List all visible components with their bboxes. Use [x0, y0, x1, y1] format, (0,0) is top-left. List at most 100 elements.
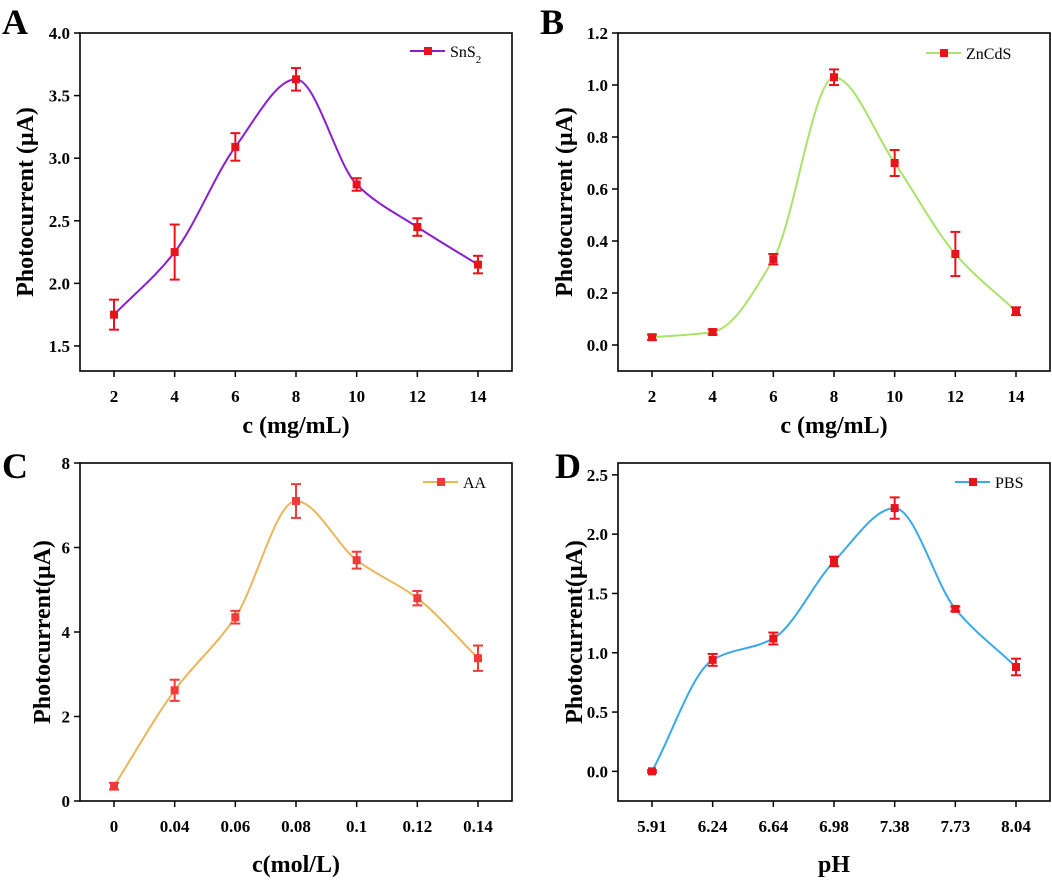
data-point-d-5 [950, 604, 961, 613]
x-tick-label-d-3: 6.98 [819, 817, 849, 836]
marker-d-6 [1012, 662, 1020, 671]
legend-label-a: SnS2 [450, 44, 481, 66]
marker-a-3 [292, 75, 300, 84]
x-tick-label-a-0: 2 [110, 387, 119, 406]
data-point-b-0 [647, 333, 657, 342]
y-tick-label-d-5: 2.5 [587, 466, 608, 485]
y-tick-label-b-4: 0.8 [587, 128, 608, 147]
x-tick-label-b-0: 2 [648, 387, 657, 406]
y-tick-label-c-4: 8 [62, 454, 71, 473]
panel-letter-a: A [2, 2, 28, 42]
marker-a-2 [231, 142, 240, 151]
x-tick-label-a-3: 8 [292, 387, 301, 406]
x-tick-label-a-5: 12 [409, 387, 426, 406]
legend-label-b: ZnCdS [966, 46, 1011, 63]
y-tick-label-a-3: 3.0 [49, 149, 70, 168]
x-tick-label-c-2: 0.06 [220, 817, 250, 836]
marker-d-1 [708, 655, 717, 664]
x-tick-label-c-4: 0.1 [346, 817, 367, 836]
x-axis-title-b: c (mg/mL) [780, 413, 887, 439]
data-point-c-0 [109, 781, 119, 791]
x-tick-label-b-1: 4 [708, 387, 717, 406]
marker-c-0 [110, 782, 118, 791]
legend-d: PBS [955, 475, 1023, 492]
legend-label-c: AA [463, 475, 487, 492]
x-tick-label-c-3: 0.08 [281, 817, 311, 836]
y-tick-label-d-3: 1.5 [587, 584, 608, 603]
y-axis-title-a: Photocurrent (μA) [13, 107, 39, 297]
data-point-d-1 [707, 652, 718, 667]
x-tick-label-c-5: 0.12 [402, 817, 432, 836]
y-tick-label-b-0: 0.0 [587, 336, 608, 355]
x-tick-label-c-0: 0 [110, 817, 119, 836]
y-tick-label-d-1: 0.5 [587, 703, 608, 722]
marker-b-6 [1012, 307, 1020, 316]
marker-a-0 [110, 310, 118, 319]
y-axis-title-c: Photocurrent(μA) [30, 540, 56, 724]
y-tick-label-c-2: 4 [62, 623, 71, 642]
data-point-c-1 [169, 678, 180, 702]
marker-d-5 [951, 604, 960, 613]
legend-a: SnS2 [410, 44, 481, 66]
series-curve-c [113, 499, 479, 787]
legend-marker-a [424, 47, 432, 55]
y-tick-label-c-0: 0 [62, 792, 71, 811]
y-axis-title-b: Photocurrent (μA) [552, 107, 578, 297]
y-tick-label-b-6: 1.2 [587, 24, 608, 43]
legend-marker-b [940, 49, 948, 57]
marker-a-5 [413, 223, 422, 232]
x-tick-label-b-4: 10 [886, 387, 903, 406]
marker-a-1 [170, 248, 179, 257]
x-tick-label-d-2: 6.64 [758, 817, 788, 836]
data-point-b-1 [707, 328, 718, 336]
x-tick-label-d-0: 5.91 [637, 817, 667, 836]
data-points-c [109, 483, 483, 791]
y-axis-title-d: Photocurrent(μA) [562, 540, 588, 724]
panel-d: D 0.0 0.5 1.0 1.5 2.0 2.5 5.91 6.24 6.64 6.98 7.38… [555, 446, 1051, 878]
y-tick-label-b-3: 0.6 [587, 180, 608, 199]
marker-b-5 [951, 250, 960, 258]
y-tick-label-d-0: 0.0 [587, 762, 608, 781]
series-line-b [651, 76, 1017, 339]
data-point-d-4 [889, 496, 900, 520]
x-tick-label-d-4: 7.38 [880, 817, 910, 836]
marker-d-3 [830, 557, 838, 566]
data-point-c-2 [230, 609, 241, 625]
marker-c-1 [170, 686, 179, 695]
data-point-a-2 [230, 132, 241, 162]
data-point-a-4 [351, 177, 362, 192]
y-tick-label-a-0: 1.5 [49, 337, 70, 356]
x-tick-label-b-2: 6 [769, 387, 778, 406]
panel-b: B 0.00.20.40.60.81.01.22 4 6 8 10 12 14 ZnCdS … [540, 2, 1051, 439]
data-point-a-3 [291, 67, 301, 92]
x-tick-label-a-6: 14 [470, 387, 488, 406]
marker-d-0 [648, 767, 656, 776]
data-points-b [647, 68, 1021, 342]
y-ticks-d: 0.0 0.5 1.0 1.5 2.0 2.5 5.91 6.24 6.64 6.98 7.38 7.… [587, 466, 1032, 836]
y-ticks-c: 0 2 4 6 8 0 0.04 0.06 0.08 0.1 0.12 0.14 [62, 454, 494, 836]
x-tick-label-b-6: 14 [1008, 387, 1026, 406]
y-tick-label-d-4: 2.0 [587, 525, 608, 544]
data-point-d-3 [829, 555, 839, 568]
series-curve-d [651, 507, 1017, 772]
marker-b-4 [890, 159, 899, 167]
data-point-a-1 [169, 223, 180, 281]
marker-b-3 [830, 73, 838, 82]
y-tick-label-a-5: 4.0 [49, 24, 70, 43]
y-ticks-b: 0.0 0.2 0.4 0.6 0.8 1.0 1.2 2 4 6 8 10 12 14 [587, 24, 1025, 406]
y-tick-label-c-3: 6 [62, 539, 71, 558]
marker-c-6 [474, 654, 482, 663]
x-tick-label-c-1: 0.04 [160, 817, 190, 836]
y-tick-label-a-1: 2.0 [49, 274, 70, 293]
y-tick-label-b-2: 0.4 [587, 232, 609, 251]
x-tick-label-b-5: 12 [947, 387, 964, 406]
marker-c-5 [413, 594, 422, 603]
marker-b-0 [648, 333, 656, 342]
data-points-a [109, 67, 483, 331]
data-points-d [647, 496, 1021, 776]
x-tick-label-a-2: 6 [231, 387, 240, 406]
y-tick-label-c-1: 2 [62, 708, 71, 727]
y-tick-label-b-1: 0.2 [587, 284, 608, 303]
